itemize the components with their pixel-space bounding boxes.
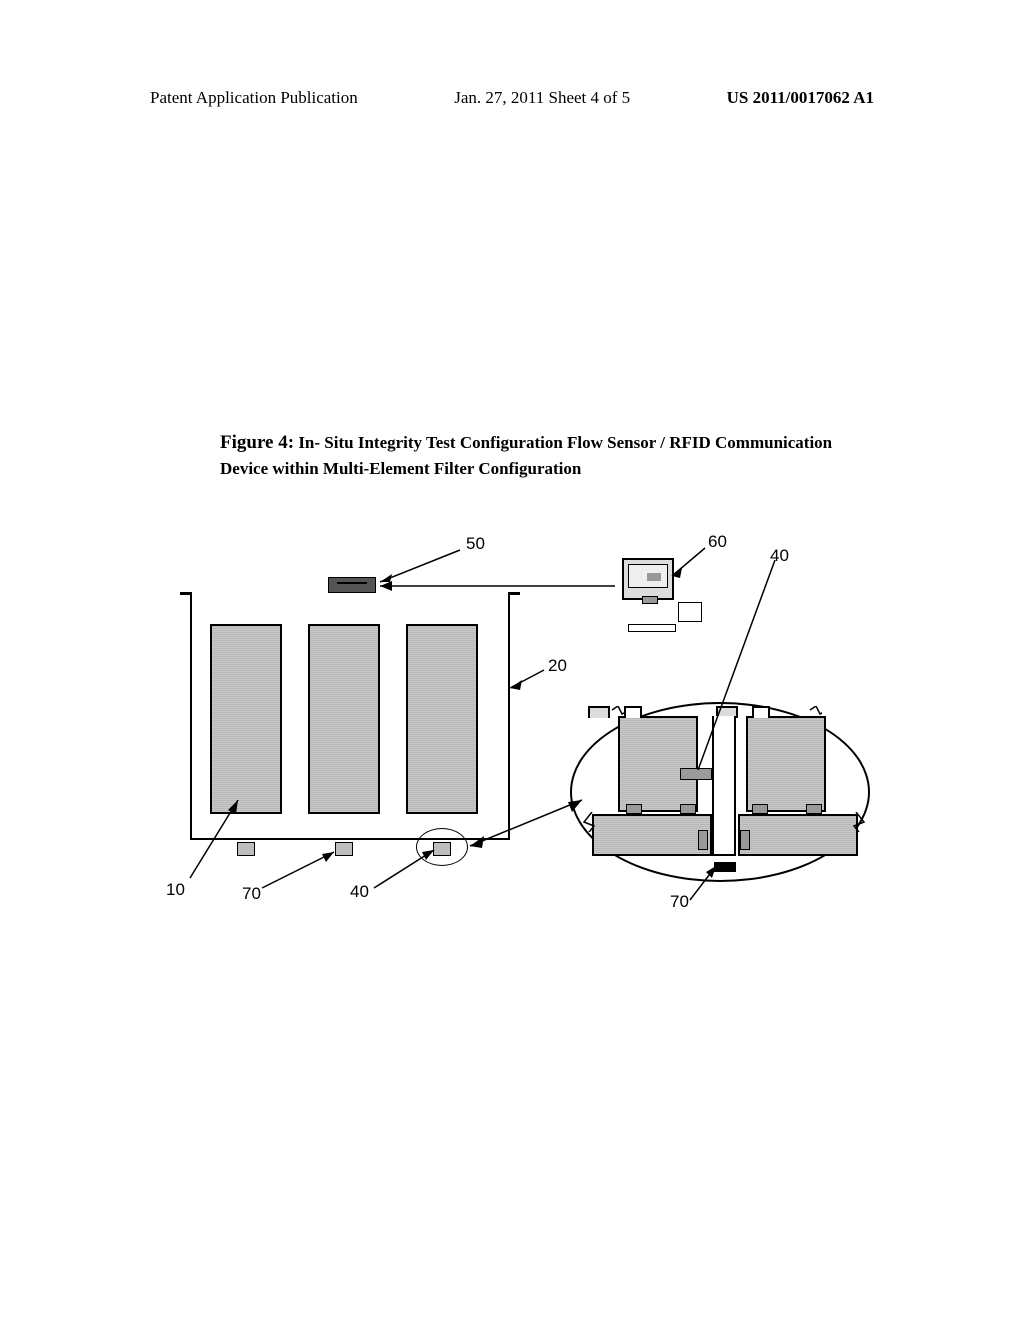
- page-header: Patent Application Publication Jan. 27, …: [0, 88, 1024, 108]
- ref-label-50: 50: [466, 534, 485, 554]
- header-date-sheet: Jan. 27, 2011 Sheet 4 of 5: [454, 88, 630, 108]
- figure-title: In- Situ Integrity Test Configuration Fl…: [220, 433, 832, 478]
- ref-label-40-top: 40: [770, 546, 789, 566]
- figure-number: Figure 4:: [220, 432, 294, 453]
- header-publication: Patent Application Publication: [150, 88, 358, 108]
- leader-lines: [150, 530, 870, 910]
- ref-label-40-bottom: 40: [350, 882, 369, 902]
- ref-label-70-left: 70: [242, 884, 261, 904]
- figure-caption: Figure 4: In- Situ Integrity Test Config…: [220, 430, 844, 480]
- ref-label-10: 10: [166, 880, 185, 900]
- patent-diagram: 50 60 40 20 10 70 40 70: [150, 530, 870, 910]
- ref-label-70-right: 70: [670, 892, 689, 912]
- ref-label-20: 20: [548, 656, 567, 676]
- header-patent-number: US 2011/0017062 A1: [727, 88, 874, 108]
- ref-label-60: 60: [708, 532, 727, 552]
